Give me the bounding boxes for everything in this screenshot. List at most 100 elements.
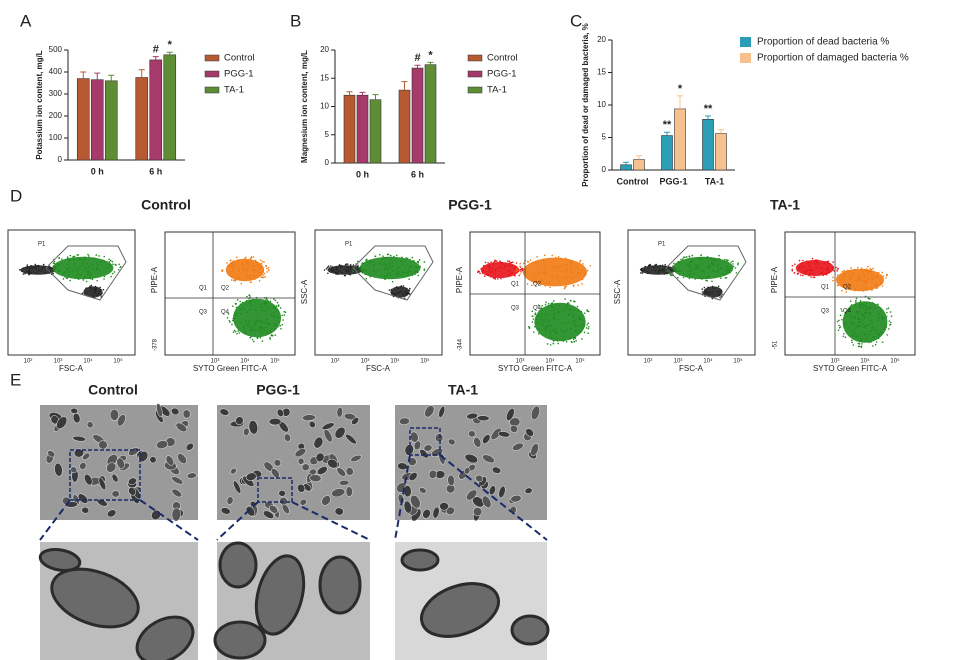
event-dot xyxy=(234,314,237,317)
event-dot xyxy=(282,319,284,321)
event-dot xyxy=(326,266,329,269)
event-dot xyxy=(853,268,856,271)
cell xyxy=(334,426,346,439)
event-dot xyxy=(678,273,681,276)
event-dot xyxy=(37,269,40,271)
event-dot xyxy=(565,278,568,280)
cell xyxy=(327,458,338,469)
event-dot xyxy=(877,337,880,340)
event-dot xyxy=(240,312,242,315)
event-dot xyxy=(226,265,229,267)
event-dot xyxy=(387,272,389,275)
cell xyxy=(438,405,446,418)
event-dot xyxy=(345,263,348,265)
event-dot xyxy=(397,270,399,272)
event-dot xyxy=(545,301,547,303)
event-dot xyxy=(828,272,830,274)
event-dot xyxy=(564,286,566,289)
cell xyxy=(84,473,93,486)
cell xyxy=(473,437,482,448)
error-bar xyxy=(401,81,408,91)
event-dot xyxy=(704,290,706,292)
cell xyxy=(70,466,78,474)
event-dot xyxy=(704,292,706,294)
x-tick-label: 6 h xyxy=(149,166,162,176)
event-dot xyxy=(566,328,569,331)
event-dot xyxy=(858,345,861,348)
plot-frame xyxy=(7,229,136,356)
error-bar xyxy=(152,56,159,60)
cell-zoom xyxy=(318,555,362,615)
event-dot xyxy=(843,273,846,276)
event-dot xyxy=(857,312,859,315)
event-dot xyxy=(101,292,103,295)
event-dot xyxy=(550,336,553,339)
event-dot xyxy=(366,260,369,263)
event-dot xyxy=(888,328,890,330)
event-dot xyxy=(242,265,244,267)
x-tick-label: 10⁴ xyxy=(545,358,555,365)
event-dot xyxy=(238,269,241,271)
event-dot xyxy=(34,263,37,266)
gate xyxy=(352,245,434,301)
event-dot xyxy=(500,266,502,268)
event-dot xyxy=(268,269,270,271)
event-dot xyxy=(411,256,414,259)
event-dot xyxy=(863,311,866,313)
cell xyxy=(482,454,495,464)
event-dot xyxy=(72,255,75,258)
event-dot xyxy=(546,343,549,345)
event-dot xyxy=(269,300,272,303)
event-dot xyxy=(335,266,337,268)
cell-zoom xyxy=(254,554,306,636)
event-dot xyxy=(57,270,60,273)
event-dot xyxy=(273,298,275,300)
event-dot xyxy=(649,263,652,266)
event-dot xyxy=(264,301,267,304)
event-dot xyxy=(239,300,241,303)
event-dot xyxy=(803,266,806,268)
event-dot xyxy=(859,321,861,324)
quadrant-label: Q1 xyxy=(199,286,208,292)
event-dot xyxy=(518,274,520,277)
event-dot xyxy=(98,290,100,292)
event-dot xyxy=(65,267,68,270)
event-dot xyxy=(727,272,729,274)
event-dot xyxy=(884,328,886,331)
event-dot xyxy=(839,314,842,317)
event-dot xyxy=(481,272,484,274)
event-dot xyxy=(553,316,555,318)
cell xyxy=(72,435,86,442)
event-dot xyxy=(266,267,268,270)
event-dot xyxy=(423,261,426,263)
event-dot xyxy=(28,273,30,276)
event-dot xyxy=(735,272,738,274)
x-axis-label: SYTO Green FITC-A xyxy=(813,364,888,373)
event-dot xyxy=(863,333,866,336)
event-dot xyxy=(865,306,868,309)
event-dot xyxy=(226,316,229,319)
cell xyxy=(531,405,540,420)
event-dot xyxy=(260,264,263,267)
event-dot xyxy=(719,290,722,292)
event-dot xyxy=(843,324,846,326)
event-dot xyxy=(859,303,862,306)
event-dot xyxy=(576,272,579,275)
event-dot xyxy=(388,289,391,291)
event-dot xyxy=(533,325,536,328)
cell xyxy=(109,408,119,421)
event-dot xyxy=(550,305,553,308)
event-dot xyxy=(687,274,690,276)
event-dot xyxy=(252,327,255,329)
event-dot xyxy=(231,270,233,273)
event-dot xyxy=(108,261,111,263)
event-dot xyxy=(387,253,390,256)
event-dot xyxy=(77,273,80,276)
event-dot xyxy=(271,334,274,337)
event-dot xyxy=(500,277,502,280)
group-title: PGG-1 xyxy=(448,197,492,213)
event-dot xyxy=(249,326,252,329)
event-dot xyxy=(544,273,546,276)
event-dot xyxy=(380,261,382,264)
zoom-line xyxy=(39,499,199,541)
